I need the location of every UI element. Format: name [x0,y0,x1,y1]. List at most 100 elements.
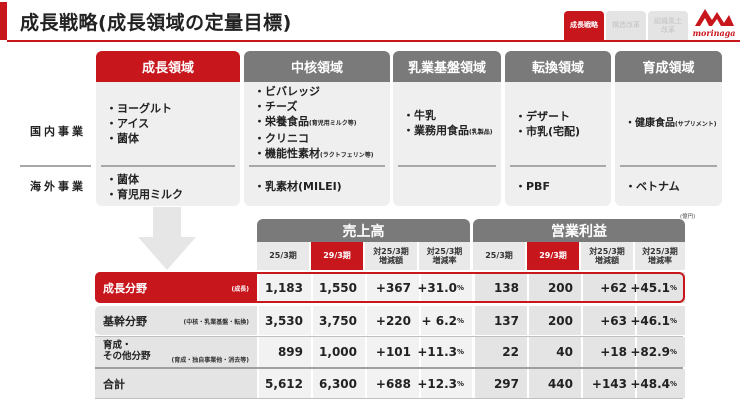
cell-profit-fy29: 440 [529,369,581,398]
cell-profit-rate: +48.4% [630,369,685,398]
list-item: ・クリニコ [254,132,309,145]
cell-profit-fy29: 200 [529,306,581,335]
row-label-cell: 合計 [95,369,257,398]
tab-structural-reform[interactable]: 構造改革 [606,11,646,40]
list-item: ・業務用食品(乳製品) [403,123,493,137]
list-item: ・デザート [515,109,570,123]
list-item: ・チーズ [254,100,298,113]
domain-column-transition: 転換領域 ・デザート ・市乳(宅配) ・PBF [505,51,611,206]
list-item: ・健康食品(サプリメント) [625,117,717,129]
cell-profit-fy29: 40 [529,337,581,367]
cell-sales-fy29: 3,750 [313,306,365,335]
domain-domestic-items: ・牛乳 ・業務用食品(乳製品) [393,82,501,165]
col-header-fy25: 25/3期 [257,242,309,270]
section-nav-tabs: 成長戦略 構造改革 組織風土 改革 [564,11,688,40]
domain-overseas-items: ・乳素材(MILEI) [244,168,390,205]
list-item: ・アイス [106,117,150,130]
cell-sales-fy29: 6,300 [313,369,365,398]
domain-header-transition: 転換領域 [505,51,611,82]
list-item: ・菌体 [106,172,139,186]
tab-organizational-culture[interactable]: 組織風土 改革 [648,11,688,40]
cell-sales-rate: + 6.2% [421,306,472,335]
domain-header-dairy-base: 乳業基盤領域 [393,51,501,82]
col-header-fy29: 29/3期 [527,242,579,270]
row-divider [95,336,683,337]
domain-domestic-items: ・健康食品(サプリメント) [615,82,722,165]
total-divider [95,367,683,369]
title-accent-bar [0,2,7,40]
domain-divider [101,165,235,167]
cell-profit-rate: +82.9% [630,337,685,367]
list-item: ・ビバレッジ [254,85,320,98]
domain-domestic-items: ・デザート ・市乳(宅配) [505,82,611,165]
cell-sales-change: +688 [367,369,419,398]
domain-divider [510,165,606,167]
row-note: (中核・乳業基盤・転換) [183,319,250,326]
row-title: 育成・ その他分野 [103,340,151,362]
cell-profit-fy25: 297 [475,369,527,398]
cell-profit-change: +63 [583,306,635,335]
col-header-change-amount: 対25/3期 増減額 [365,242,417,270]
list-item: ・乳素材(MILEI) [254,180,342,193]
cell-sales-rate: +12.3% [417,369,472,398]
row-label-overseas: 海外事業 [30,180,86,193]
morinaga-logo: morinaga [692,6,736,38]
list-item: ・ベトナム [625,180,680,193]
page-title: 成長戦略(成長領域の定量目標) [20,12,292,34]
domain-column-growth: 成長領域 ・ヨーグルト ・アイス ・菌体 ・菌体 ・育児用ミルク [96,51,240,206]
cell-sales-change: +367 [367,272,419,303]
table-bottom-border [95,398,683,399]
col-header-fy25: 25/3期 [473,242,525,270]
cell-profit-change: +18 [583,337,635,367]
list-item: ・栄養食品(育児用ミルク等) [254,115,357,128]
domain-divider [398,165,496,167]
list-item: ・牛乳 [403,108,436,122]
row-label-domestic: 国内事業 [30,125,86,138]
cell-profit-change: +143 [583,369,635,398]
row-label-cell: 基幹分野 (中核・乳業基盤・転換) [95,306,257,335]
domain-header-core: 中核領域 [244,51,390,82]
domain-overseas-items [393,168,501,205]
table-row-incubation-others: 育成・ その他分野 (育成・独自事業他・消去等) 899 1,000 +101 +… [95,337,685,367]
table-row-growth: 成長分野 (成長) 1,183 1,550 +367 +31.0% 138 20… [95,272,685,303]
col-header-change-amount: 対25/3期 増減額 [581,242,633,270]
domain-column-core: 中核領域 ・ビバレッジ ・チーズ ・栄養食品(育児用ミルク等) ・クリニコ ・機… [244,51,390,206]
domain-header-growth: 成長領域 [96,51,240,82]
tab-growth-strategy[interactable]: 成長戦略 [564,11,604,40]
list-item: ・ヨーグルト [106,102,172,115]
logo-m-icon [695,9,734,26]
domain-header-incubation: 育成領域 [615,51,722,82]
cell-profit-fy29: 200 [529,272,581,303]
table-row-core: 基幹分野 (中核・乳業基盤・転換) 3,530 3,750 +220 + 6.2… [95,306,685,335]
cell-profit-fy25: 138 [475,272,527,303]
cell-sales-fy25: 3,530 [259,306,311,335]
cell-sales-fy29: 1,000 [313,337,365,367]
domain-column-incubation: 育成領域 ・健康食品(サプリメント) ・ベトナム [615,51,722,206]
cell-profit-rate: +45.1% [630,272,685,303]
down-arrow-head-icon [138,237,196,270]
row-divider [20,165,91,167]
cell-sales-change: +220 [367,306,419,335]
cell-sales-rate: +31.0% [417,272,472,303]
title-bar: 成長戦略(成長領域の定量目標) [0,0,740,42]
domain-divider [249,165,385,167]
row-title: 合計 [103,378,125,391]
row-note: (育成・独自事業他・消去等) [171,357,250,364]
list-item: ・PBF [515,180,550,193]
col-header-change-rate: 対25/3期 増減率 [419,242,470,270]
table-row-total: 合計 5,612 6,300 +688 +12.3% 297 440 +143 … [95,369,685,398]
list-item: ・育児用ミルク [106,187,183,201]
cell-sales-fy25: 1,183 [259,272,311,303]
title-underline [7,40,740,42]
domain-overseas-items: ・PBF [505,168,611,205]
row-label-cell: 成長分野 (成長) [95,272,257,303]
group-header-operating-profit: 営業利益 [473,219,685,242]
logo-wordmark: morinaga [692,28,736,38]
domain-overseas-items: ・菌体 ・育児用ミルク [96,168,240,205]
list-item: ・市乳(宅配) [515,124,581,138]
cell-sales-fy25: 5,612 [259,369,311,398]
cell-sales-fy25: 899 [259,337,311,367]
row-note: (成長) [231,286,250,293]
row-title: 成長分野 [103,282,147,295]
domain-column-dairy-base: 乳業基盤領域 ・牛乳 ・業務用食品(乳製品) [393,51,501,206]
